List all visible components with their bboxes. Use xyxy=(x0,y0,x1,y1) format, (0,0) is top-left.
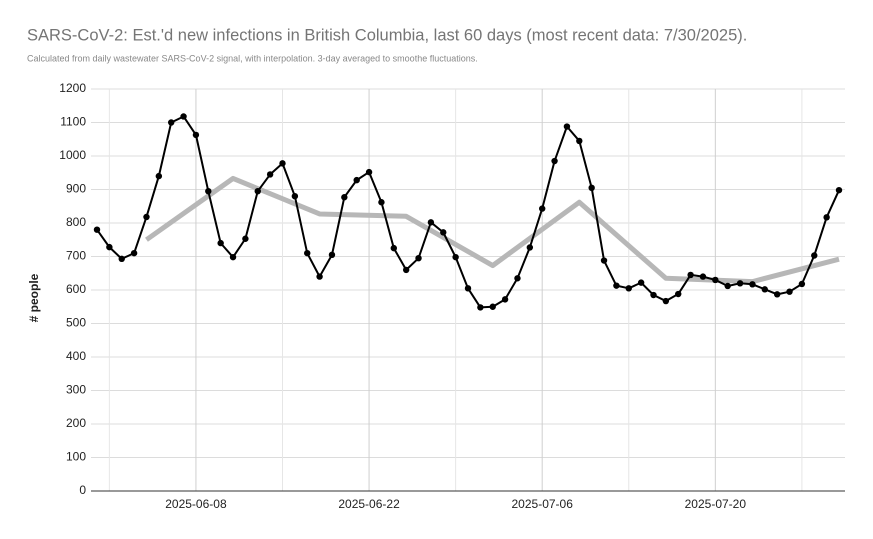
data-point xyxy=(724,282,731,290)
data-point xyxy=(514,275,521,282)
data-point xyxy=(229,253,237,261)
data-point xyxy=(687,271,694,279)
data-point xyxy=(390,244,397,252)
data-point xyxy=(736,280,744,287)
data-point xyxy=(749,281,756,288)
data-point xyxy=(304,249,311,257)
data-point xyxy=(477,304,484,311)
data-point xyxy=(341,194,348,201)
data-point xyxy=(551,157,558,165)
chart-subtitle: Calculated from daily wastewater SARS-Co… xyxy=(27,53,478,63)
data-point xyxy=(650,291,657,299)
data-point xyxy=(254,187,261,195)
data-point xyxy=(501,296,509,303)
y-tick-label: 700 xyxy=(66,249,86,263)
data-point xyxy=(625,285,632,292)
y-tick-label: 900 xyxy=(66,182,86,196)
data-point xyxy=(489,303,496,310)
data-point xyxy=(712,276,719,284)
data-point xyxy=(440,229,447,236)
data-point xyxy=(93,226,101,233)
data-point xyxy=(823,214,830,221)
data-point xyxy=(613,282,620,289)
chart-title: SARS-CoV-2: Est.'d new infections in Bri… xyxy=(27,26,747,44)
data-point xyxy=(266,171,274,178)
x-tick-label: 2025-06-08 xyxy=(165,497,227,511)
data-point xyxy=(539,205,546,212)
y-tick-label: 600 xyxy=(66,282,86,296)
x-tick-label: 2025-07-06 xyxy=(512,497,574,511)
data-point xyxy=(168,119,175,126)
data-point xyxy=(353,176,360,184)
data-point xyxy=(217,239,224,247)
data-point xyxy=(328,251,336,259)
y-axis-label: # people xyxy=(27,273,41,322)
data-point xyxy=(576,137,583,145)
data-point xyxy=(662,297,670,305)
data-point xyxy=(798,280,806,288)
y-tick-label: 400 xyxy=(66,349,86,363)
data-point xyxy=(365,168,373,176)
data-point xyxy=(192,131,200,139)
data-point xyxy=(675,290,682,298)
y-tick-label: 100 xyxy=(66,450,86,464)
x-tick-label: 2025-06-22 xyxy=(338,497,400,511)
data-point xyxy=(415,254,422,262)
y-tick-label: 300 xyxy=(66,383,86,397)
y-tick-label: 1000 xyxy=(59,148,86,162)
data-point xyxy=(452,253,459,261)
data-point xyxy=(118,255,125,263)
y-tick-label: 200 xyxy=(66,416,86,430)
x-tick-label: 2025-07-20 xyxy=(685,497,747,511)
y-tick-label: 1200 xyxy=(59,81,86,95)
data-point xyxy=(106,243,113,251)
data-point xyxy=(563,123,571,130)
data-point xyxy=(761,286,768,293)
data-point xyxy=(279,160,286,167)
data-point xyxy=(242,235,249,242)
data-point xyxy=(588,184,595,192)
data-point xyxy=(464,285,472,292)
data-point xyxy=(402,266,410,274)
y-tick-label: 0 xyxy=(79,483,86,497)
y-tick-label: 800 xyxy=(66,215,86,229)
data-point xyxy=(699,273,707,280)
data-point xyxy=(130,249,138,257)
data-point xyxy=(378,199,385,206)
data-point xyxy=(637,279,645,286)
data-point xyxy=(205,187,212,195)
y-tick-label: 500 xyxy=(66,316,86,330)
data-point xyxy=(427,219,435,226)
data-point xyxy=(811,252,818,259)
data-point xyxy=(786,288,793,295)
data-point xyxy=(180,113,187,120)
data-point xyxy=(526,244,534,251)
data-point xyxy=(600,257,608,264)
data-point xyxy=(155,172,163,180)
data-point xyxy=(835,186,843,194)
trend-line xyxy=(145,175,840,285)
data-point xyxy=(316,273,323,280)
y-tick-label: 1100 xyxy=(60,115,86,129)
data-point xyxy=(773,291,781,298)
data-point xyxy=(143,213,150,221)
data-point xyxy=(291,193,299,200)
